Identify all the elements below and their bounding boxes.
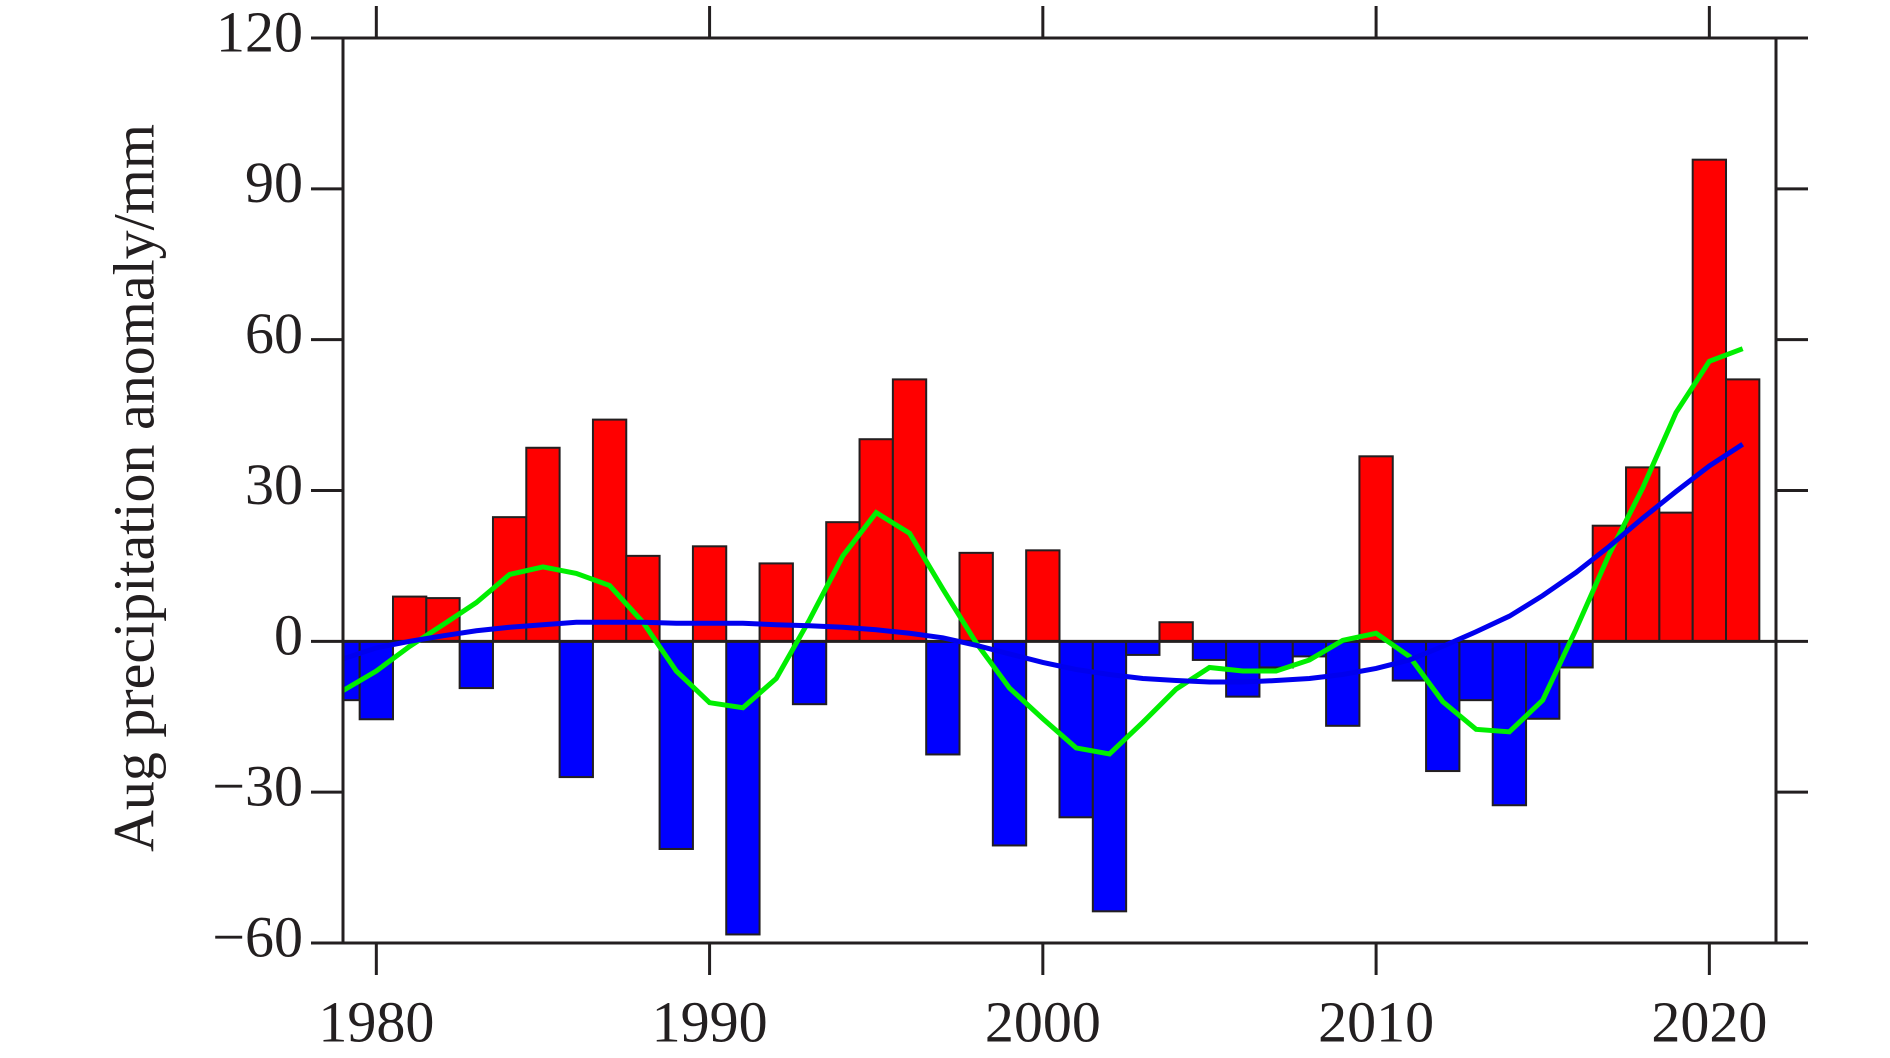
x-tick-label: 2000: [985, 989, 1101, 1054]
bar: [1091, 640, 1128, 913]
bar: [691, 545, 728, 643]
bar: [1191, 640, 1228, 661]
bar: [525, 446, 561, 643]
y-tick-label: 30: [245, 452, 303, 517]
trend-line: [343, 442, 1745, 685]
x-tick-label: 2010: [1318, 989, 1434, 1054]
bar: [558, 640, 594, 779]
bar: [1325, 640, 1361, 727]
bar: [1158, 621, 1194, 643]
bar: [491, 516, 528, 643]
bar: [1125, 640, 1161, 656]
y-tick-label: 0: [274, 603, 303, 668]
bar: [1258, 640, 1294, 669]
y-tick-label: 120: [216, 0, 303, 64]
x-tick-label: 1990: [652, 989, 768, 1054]
bar: [758, 562, 794, 643]
bar: [791, 640, 828, 706]
bar: [625, 554, 661, 643]
bar: [725, 640, 761, 936]
bar: [1691, 158, 1728, 643]
y-tick-label: −30: [212, 753, 303, 818]
bar: [1425, 640, 1461, 773]
bar: [891, 378, 928, 643]
y-tick-label: 60: [245, 301, 303, 366]
bar: [1358, 455, 1394, 643]
bar: [458, 640, 494, 690]
y-axis-label: Aug precipitation anomaly/mm: [101, 124, 166, 852]
trend-line: [343, 346, 1744, 757]
bar: [925, 640, 961, 756]
y-tick-label: −60: [212, 904, 303, 969]
x-tick-label: 1980: [318, 989, 434, 1054]
bar: [591, 418, 628, 643]
bar: [1725, 378, 1761, 643]
bar: [1458, 640, 1494, 702]
x-tick-label: 2020: [1651, 989, 1767, 1054]
bar: [858, 438, 894, 643]
bar: [658, 640, 694, 850]
bar: [1025, 549, 1061, 643]
bar: [391, 595, 428, 643]
y-tick-label: 90: [245, 150, 303, 215]
bar: [1658, 511, 1694, 643]
